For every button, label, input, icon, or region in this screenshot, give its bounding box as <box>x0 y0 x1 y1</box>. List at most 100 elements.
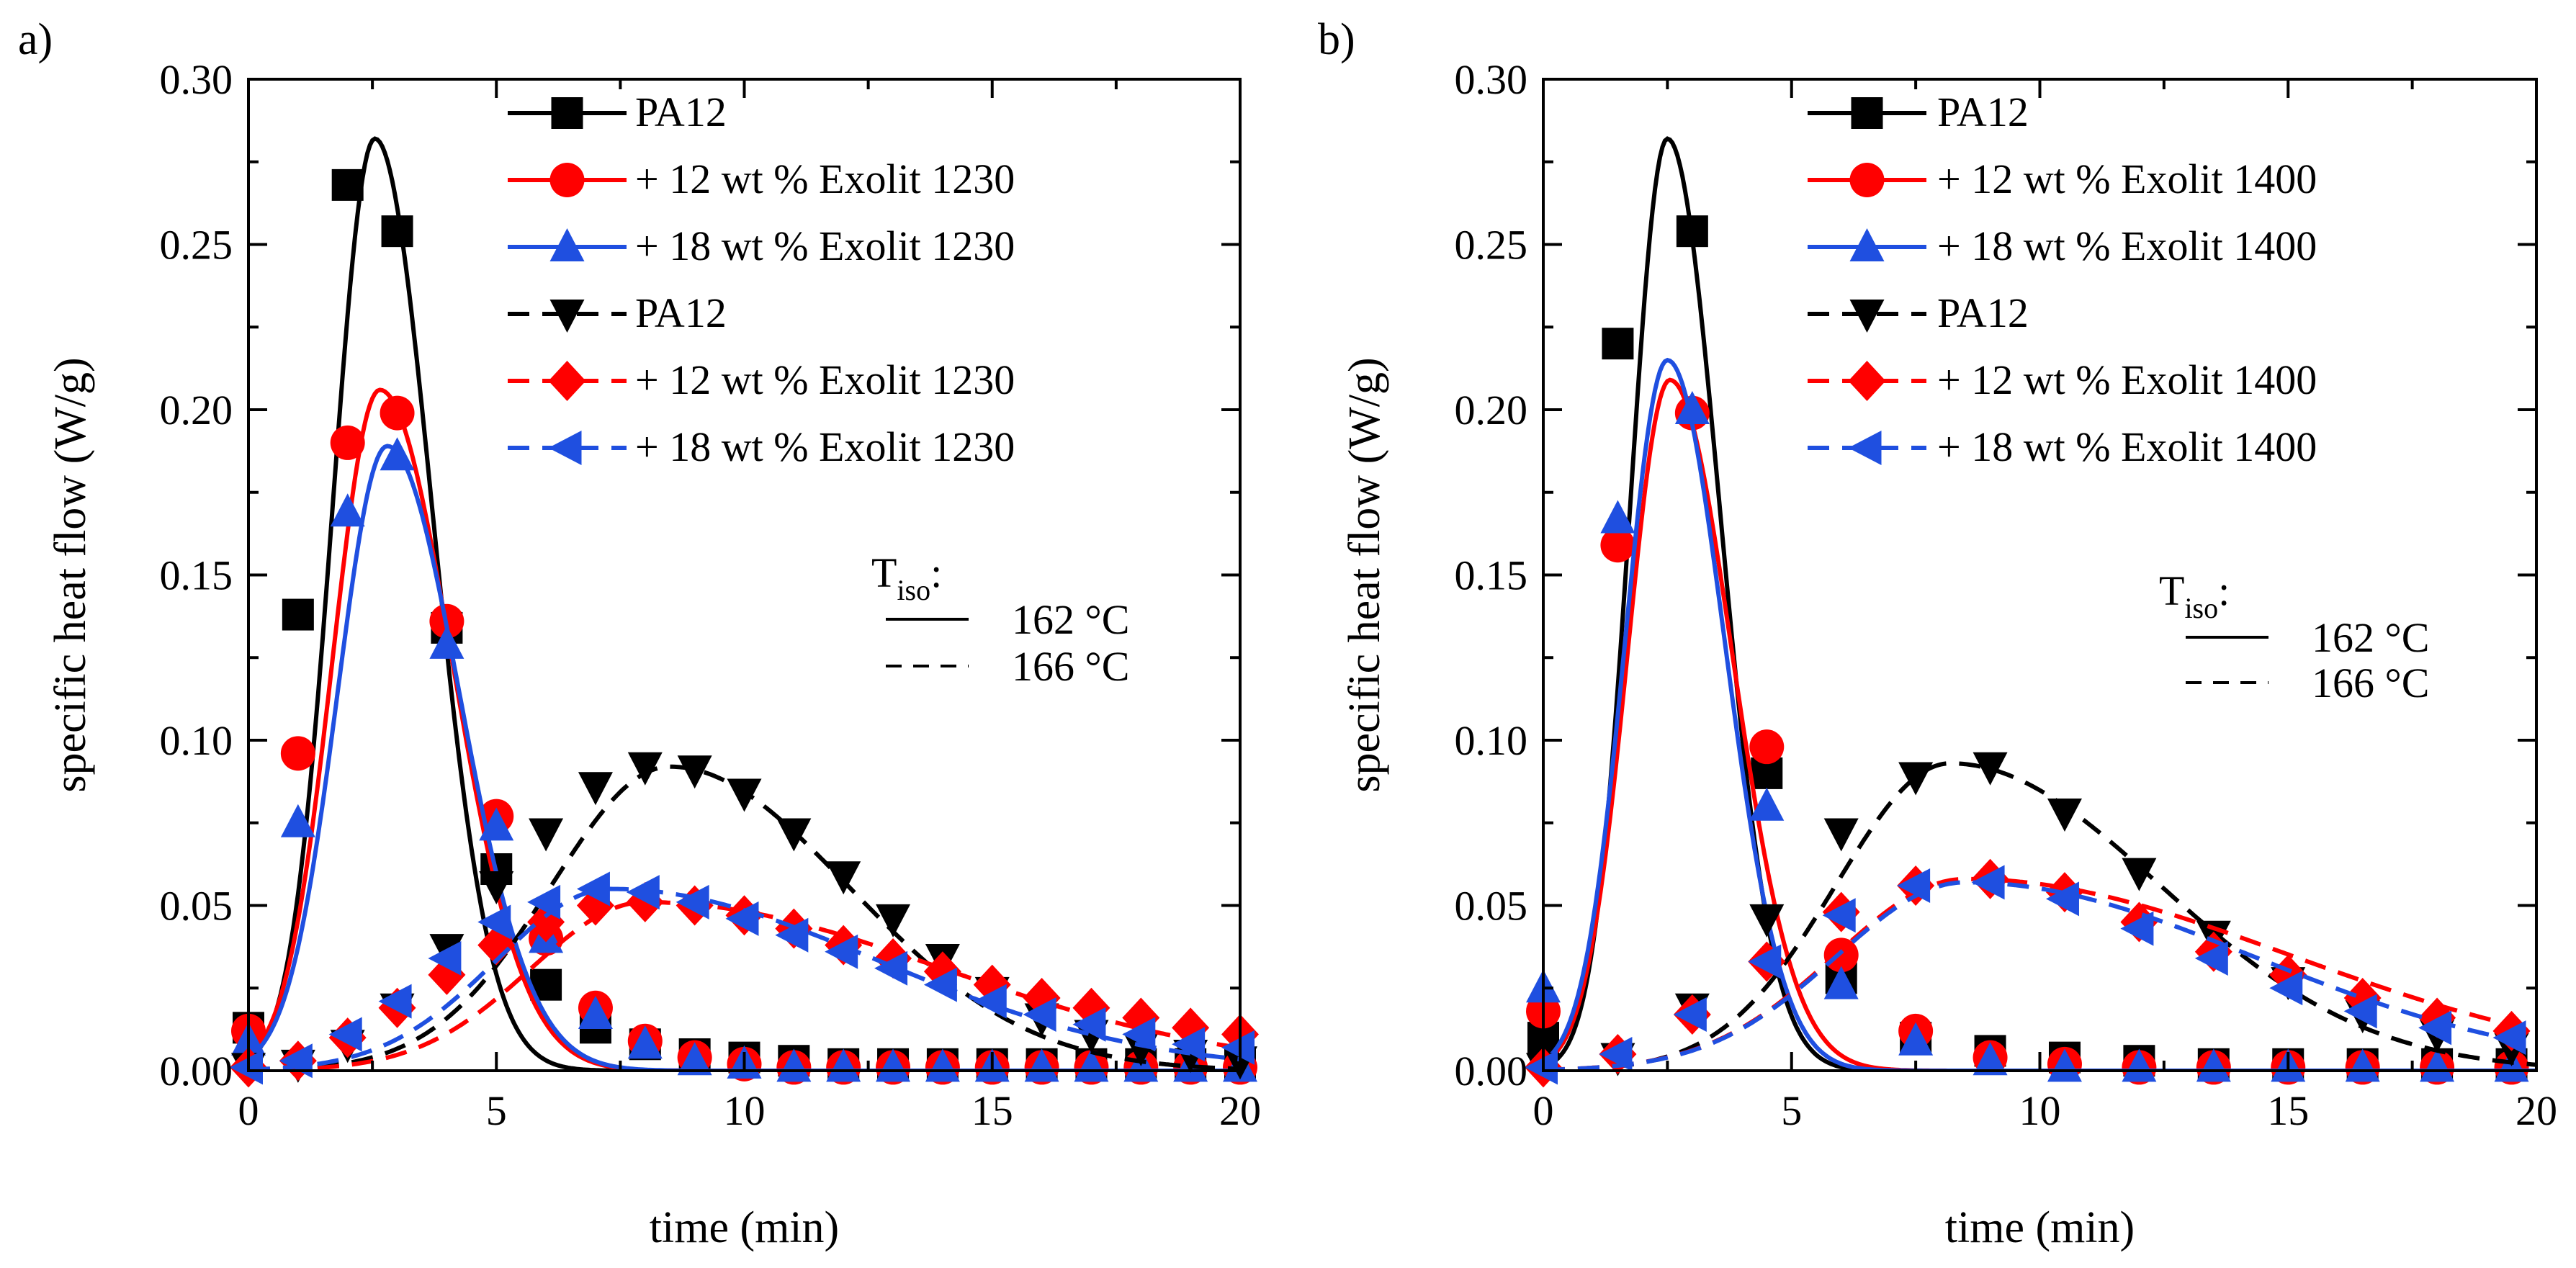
panel-b-series-6-point-10 <box>2194 940 2228 976</box>
panel-a-series-3-point-3 <box>330 493 365 527</box>
panel-a-series-6-point-12 <box>775 917 809 953</box>
panel-a-legend-swatch-marker-1 <box>551 97 583 129</box>
panel-a-series-4-point-12 <box>776 818 812 852</box>
panel-a-series-6-point-16 <box>973 984 1007 1019</box>
panel-b-series-2-line <box>1543 377 2536 1071</box>
panel-b-series-6-point-2 <box>1599 1037 1633 1072</box>
panel-b-ytick-label-2: 0.10 <box>1455 717 1528 764</box>
panel-a-series-6-point-7 <box>527 884 561 919</box>
panel-b-legend-label-4: PA12 <box>1937 289 2029 336</box>
panel-a-series-3-point-8 <box>578 995 613 1029</box>
panel-b-series-4-point-4 <box>1749 904 1785 937</box>
panel-b-tiso-dashed-label: 166 °C <box>2312 660 2429 706</box>
panel-a-series-3-point-6 <box>479 807 514 841</box>
panel-a-series-2-point-2 <box>280 736 315 771</box>
panel-b-legend-swatch-marker-5 <box>1848 361 1886 401</box>
panel-b-series-2-point-5 <box>1823 937 1859 973</box>
panel-a-ytick-label-1: 0.05 <box>160 883 233 930</box>
panel-b-xtick-label-0: 0 <box>1533 1087 1554 1134</box>
panel-a-legend-label-2: + 12 wt % Exolit 1230 <box>635 156 1015 202</box>
panel-b-series-4-point-6 <box>1898 762 1934 796</box>
panel-b-tiso-title: Tiso: <box>2159 567 2230 624</box>
panel-b-series-4-point-8 <box>2047 798 2082 832</box>
panel-a-legend-swatch-marker-6 <box>548 431 582 465</box>
panel-a-series-6-point-3 <box>328 1017 362 1052</box>
panel-a-y-axis-title: specific heat flow (W/g) <box>46 357 95 792</box>
panel-b-series-6-point-7 <box>1971 865 2005 900</box>
panel-a-series-4-point-7 <box>529 818 564 852</box>
panel-b-legend-entry-6: + 18 wt % Exolit 1400 <box>1808 423 2317 470</box>
panel-a-tiso-dashed-label: 166 °C <box>1012 643 1129 690</box>
panel-b-tiso-title-main: T <box>2159 567 2184 614</box>
panel-b-series-3-line <box>1543 357 2536 1071</box>
panel-a-series-6-point-13 <box>825 934 858 969</box>
panel-b-series-4-point-9 <box>2122 858 2157 891</box>
panel-b-ytick-label-5: 0.25 <box>1455 222 1528 269</box>
panel-b-series-6 <box>1525 865 2536 1085</box>
panel-a-legend-label-4: PA12 <box>635 289 727 336</box>
panel-a-legend-label-5: + 12 wt % Exolit 1230 <box>635 356 1015 403</box>
panel-a-legend-label-3: + 18 wt % Exolit 1230 <box>635 222 1015 269</box>
panel-a-series-6-point-5 <box>428 940 462 976</box>
panel-b-series-6-point-3 <box>1673 997 1707 1032</box>
panel-a-series-3-point-10 <box>677 1042 712 1076</box>
panel-a-series-6-point-15 <box>923 967 957 1002</box>
panel-b-legend-swatch-marker-3 <box>1849 228 1885 261</box>
panel-b-ytick-label-0: 0.00 <box>1455 1048 1528 1094</box>
panel-a-legend-swatch-marker-5 <box>548 361 586 401</box>
panel-b-legend-entry-2: + 12 wt % Exolit 1400 <box>1808 156 2317 202</box>
panel-a-legend: PA12 + 12 wt % Exolit 1230 + 18 wt % Exoli… <box>508 89 1015 470</box>
panel-b-series-6-point-11 <box>2269 971 2303 1006</box>
panel-b-series-3-point-13 <box>2420 1048 2455 1082</box>
panel-b-series-3-point-5 <box>1823 966 1859 999</box>
panel-a-series-1-line <box>248 136 1240 1071</box>
panel-a-x-axis-title: time (min) <box>650 1203 839 1252</box>
panel-b-series-6-point-1 <box>1525 1050 1558 1085</box>
panel-a-series-2-point-3 <box>330 425 365 460</box>
panel-b-series-5-line <box>1543 876 2536 1071</box>
panel-b-series-1-line <box>1543 136 2536 1071</box>
panel-b-legend-swatch-marker-6 <box>1848 431 1882 465</box>
panel-b-series-6-point-4 <box>1748 944 1782 979</box>
panel-a-ytick-label-5: 0.25 <box>160 222 233 269</box>
panel-a-series-4-point-10 <box>677 755 712 789</box>
panel-b-series-3-point-10 <box>2196 1048 2231 1082</box>
panel-a-series-1-point-2 <box>282 598 314 631</box>
panel-a-series-4-point-9 <box>627 752 663 786</box>
panel-a-tiso-title: Tiso: <box>871 549 942 606</box>
panel-b-series-3-point-8 <box>2047 1048 2082 1082</box>
panel-b-series-2-point-2 <box>1600 528 1635 563</box>
panel-a-series-6-point-18 <box>1072 1007 1106 1042</box>
panel-a-series-6 <box>230 871 1255 1085</box>
panel-a-xtick-label-3: 15 <box>971 1087 1013 1134</box>
panel-a-series-6-point-17 <box>1023 997 1056 1032</box>
panel-b-xtick-label-2: 10 <box>2019 1087 2061 1134</box>
panel-a-legend-swatch-marker-3 <box>549 228 585 261</box>
panel-a-tiso-title-sub: iso <box>897 574 930 606</box>
panel-b-ytick-label-6: 0.30 <box>1455 56 1528 103</box>
panel-b-legend-label-1: PA12 <box>1937 89 2029 135</box>
panel-a-legend-swatch-marker-2 <box>549 163 585 197</box>
panel-a-tiso-title-main: T <box>871 549 897 596</box>
panel-a-xtick-label-0: 0 <box>238 1087 259 1134</box>
panel-b-y-axis-title: specific heat flow (W/g) <box>1340 357 1389 792</box>
panel-b-series-6-point-5 <box>1822 898 1856 933</box>
panel-a-series-4-point-6 <box>479 871 514 904</box>
panel-a: a) 0 5 10 15 20 0.00 0.05 0.10 0.15 0.20 0.25 0.30 ti… <box>18 15 1261 1252</box>
panel-a-series-3-point-2 <box>280 804 315 837</box>
panel-a-series-6-point-20 <box>1172 1027 1206 1062</box>
panel-a-series-3-point-18 <box>1074 1048 1109 1082</box>
panel-b-series-3-point-7 <box>1973 1042 2008 1076</box>
panel-a-xtick-label-4: 20 <box>1219 1087 1261 1134</box>
panel-a-letter: a) <box>18 15 53 64</box>
panel-b-x-axis-title: time (min) <box>1945 1203 2135 1252</box>
panel-b-legend-label-3: + 18 wt % Exolit 1400 <box>1937 222 2317 269</box>
panel-a-legend-entry-1: PA12 <box>508 89 727 135</box>
panel-b-legend-swatch-marker-2 <box>1849 163 1885 197</box>
panel-a-series-3-point-4 <box>380 437 415 471</box>
panel-a-series-3-point-9 <box>627 1025 663 1059</box>
panel-a-series-2-line <box>248 387 1240 1071</box>
panel-a-legend-entry-4: PA12 <box>508 289 727 336</box>
